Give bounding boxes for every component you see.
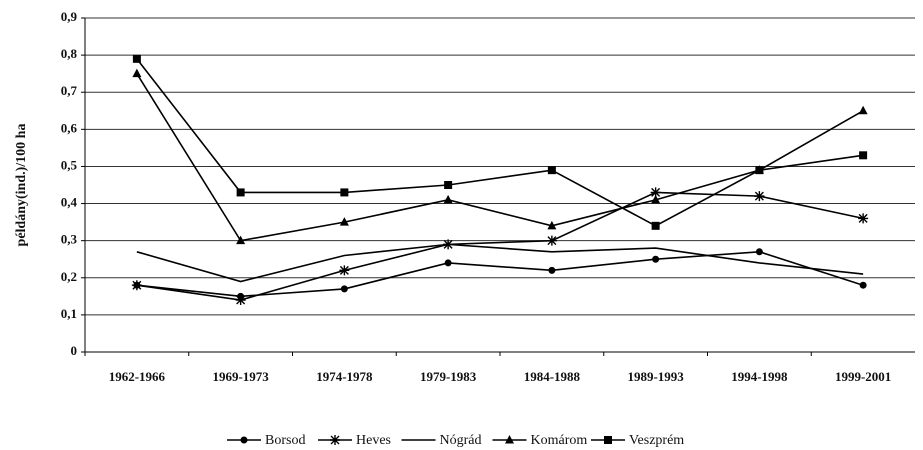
marker [443, 194, 453, 204]
marker [755, 248, 763, 256]
y-tick-label: 0,6 [61, 120, 78, 135]
legend-label: Komárom [531, 433, 588, 448]
marker [547, 166, 556, 175]
x-tick-label: 1989-1993 [627, 369, 684, 384]
marker [604, 436, 612, 444]
legend-label: Veszprém [629, 433, 684, 448]
marker [132, 68, 142, 78]
marker [444, 259, 452, 267]
x-tick-label: 1979-1983 [420, 369, 477, 384]
y-tick-label: 0,9 [61, 9, 78, 24]
series-line [136, 250, 864, 298]
legend-label: Borsod [265, 433, 305, 448]
y-tick-label: 0 [71, 343, 78, 358]
marker [240, 436, 248, 444]
y-tick-label: 0,3 [61, 232, 78, 247]
marker [652, 255, 660, 263]
x-tick-label: 1962-1966 [109, 369, 166, 384]
marker [859, 151, 868, 160]
marker [755, 166, 764, 175]
x-tick-label: 1984-1988 [524, 369, 581, 384]
marker [859, 281, 867, 289]
legend-label: Nógrád [440, 433, 482, 448]
y-tick-label: 0,7 [61, 83, 78, 98]
series-line [136, 58, 864, 227]
marker [858, 105, 868, 115]
marker [131, 280, 142, 291]
marker [339, 265, 350, 276]
marker [650, 187, 661, 198]
marker [754, 191, 765, 202]
marker [236, 188, 245, 197]
marker [132, 54, 141, 63]
y-axis-label: példány(ind.)/100 ha [14, 124, 29, 247]
series-line [136, 73, 864, 242]
marker [236, 235, 246, 245]
marker [651, 194, 661, 204]
marker [340, 285, 348, 293]
y-tick-label: 0,8 [61, 46, 78, 61]
marker [651, 221, 660, 230]
y-tick-label: 0,5 [61, 157, 78, 172]
x-tick-label: 1969-1973 [212, 369, 269, 384]
marker [858, 213, 869, 224]
marker [548, 266, 556, 274]
marker [444, 181, 453, 189]
marker [547, 220, 557, 230]
marker [340, 188, 349, 197]
marker [546, 235, 557, 246]
marker [235, 295, 246, 306]
series-line [136, 243, 864, 283]
marker [339, 217, 349, 226]
x-tick-label: 1974-1978 [316, 369, 373, 384]
y-tick-label: 0,4 [61, 195, 78, 210]
series-line [136, 191, 864, 301]
legend-label: Heves [356, 433, 391, 448]
y-tick-label: 0,1 [61, 306, 77, 321]
marker [505, 435, 514, 444]
y-tick-label: 0,2 [61, 269, 77, 284]
marker [330, 435, 340, 445]
x-tick-label: 1994-1998 [731, 369, 788, 384]
x-tick-label: 1999-2001 [835, 369, 891, 384]
